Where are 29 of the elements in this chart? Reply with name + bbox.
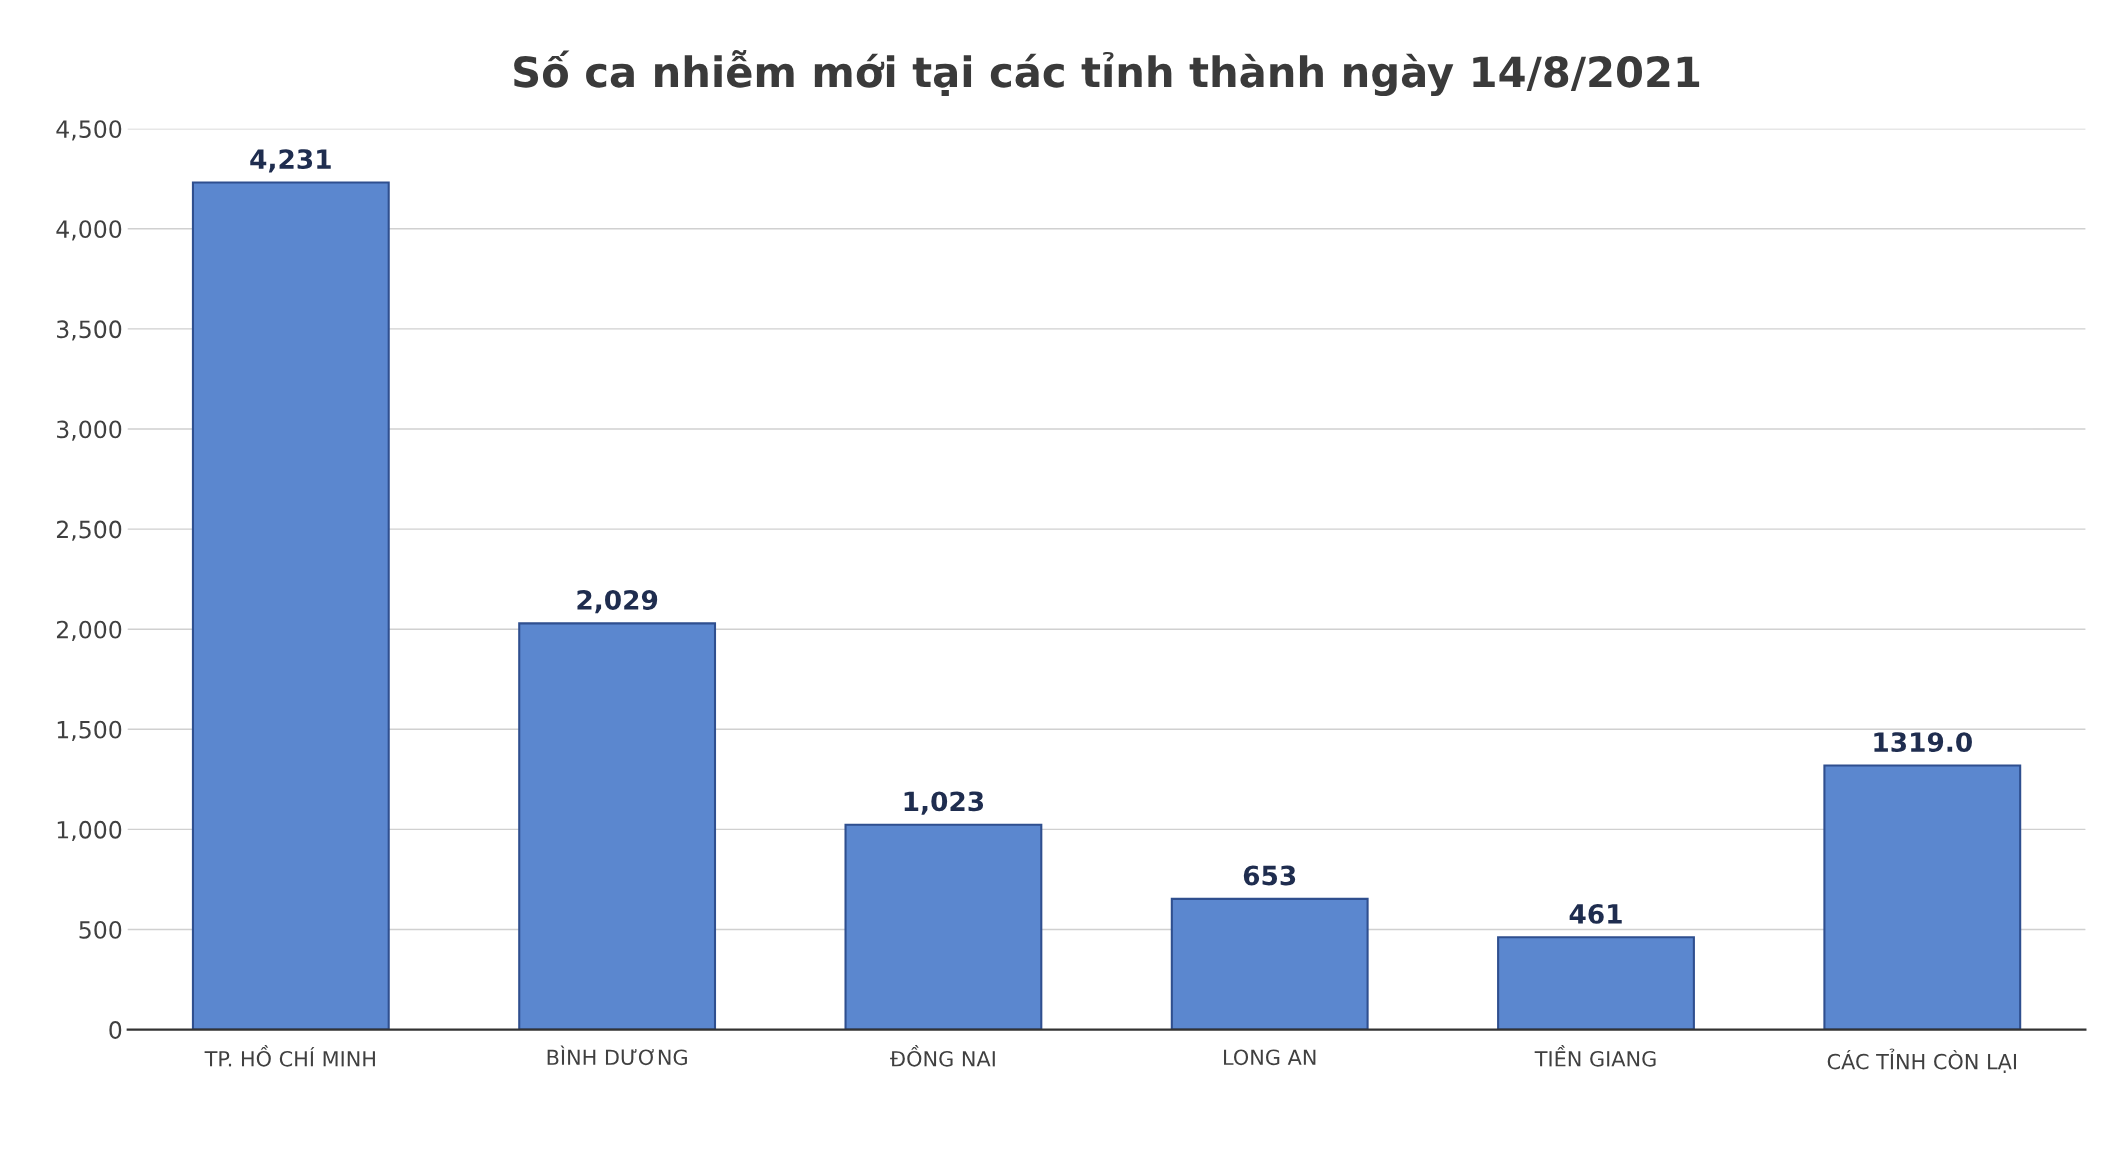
x-tick-label: ĐỒNG NAI [890, 1045, 995, 1067]
bar [1170, 897, 1369, 1030]
data-label: 4,231 [250, 149, 331, 173]
x-tick-label: TP. HỒ CHÍ MINH [204, 1045, 375, 1067]
bar [844, 823, 1043, 1030]
y-tick-label: 2,500 [56, 520, 122, 541]
y-tick-label: 1,000 [57, 820, 122, 842]
y-tick-label: 4,500 [56, 120, 122, 141]
x-tick-label: TIỀN GIANG [1534, 1045, 1656, 1067]
y-tick-label: 1,500 [57, 720, 122, 742]
bar [1497, 936, 1695, 1030]
x-tick-label: CÁC TỈNH CÒN LẠI [1827, 1048, 2016, 1073]
bar [1823, 764, 2022, 1030]
data-label: 461 [1569, 903, 1622, 924]
data-label: 2,029 [577, 589, 658, 614]
data-label: 653 [1243, 865, 1296, 886]
bar [191, 181, 390, 1030]
y-tick-label: 0 [109, 1021, 122, 1039]
chart-title: Số ca nhiễm mới tại các tỉnh thành ngày 14/8/2021 [514, 50, 1700, 97]
y-tick-label: 3,000 [57, 420, 122, 441]
x-tick-label: LONG AN [1224, 1049, 1316, 1066]
x-tick-label: BÌNH DƯƠNG [547, 1045, 687, 1066]
y-tick-label: 4,000 [56, 220, 122, 241]
data-label: 1319.0 [1874, 732, 1972, 753]
y-tick-label: 500 [79, 920, 122, 939]
data-label: 1,023 [904, 791, 984, 815]
y-tick-label: 3,500 [57, 320, 122, 341]
y-tick-label: 2,000 [56, 620, 122, 641]
bar [518, 622, 717, 1030]
